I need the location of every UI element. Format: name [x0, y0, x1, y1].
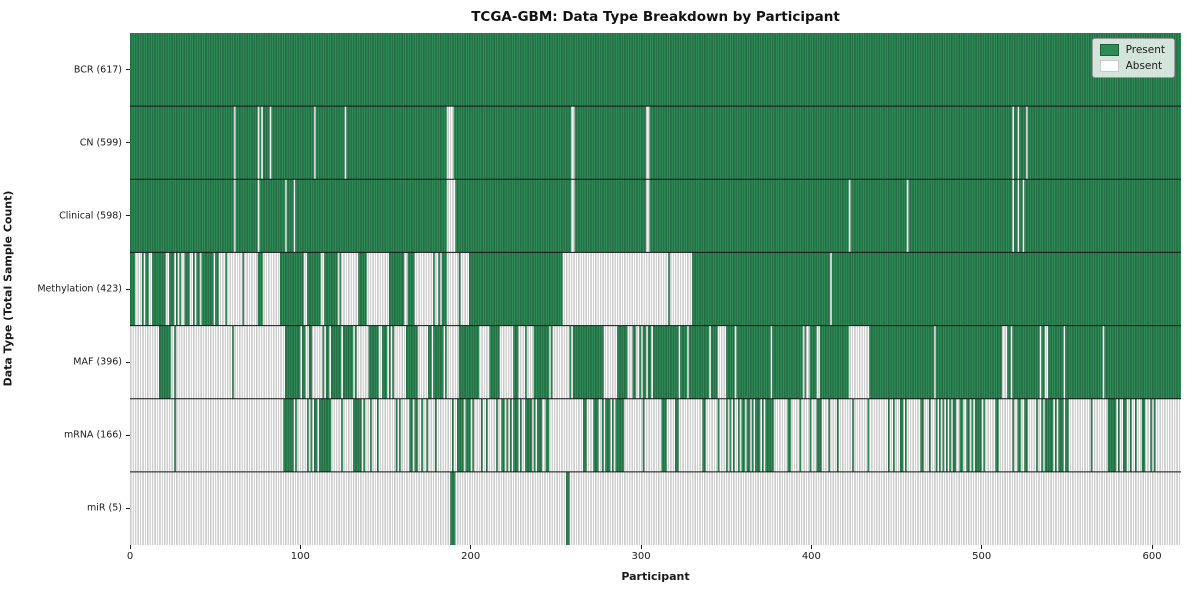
legend-label-absent: Absent — [1125, 60, 1163, 72]
x-tick-mark — [129, 545, 131, 549]
x-axis-label: Participant — [621, 570, 690, 583]
x-tick-mark — [810, 545, 812, 549]
y-tick-label-miR: miR (5) — [87, 502, 122, 514]
y-tick-label-Methylation: Methylation (423) — [37, 283, 122, 295]
x-tick-label: 100 — [290, 551, 310, 562]
absent-swatch-icon — [1099, 60, 1119, 72]
x-tick-label: 300 — [631, 551, 651, 562]
x-tick-mark — [299, 545, 301, 549]
y-axis-label: Data Type (Total Sample Count) — [1, 190, 15, 387]
y-tick-label-Clinical: Clinical (598) — [59, 210, 122, 222]
x-tick-label: 200 — [461, 551, 481, 562]
y-tick-mark — [126, 361, 130, 363]
x-tick-mark — [470, 545, 472, 549]
y-tick-label-BCR: BCR (617) — [73, 64, 122, 76]
y-tick-label-MAF: MAF (396) — [73, 356, 122, 368]
y-tick-mark — [126, 507, 130, 509]
y-tick-mark — [126, 288, 130, 290]
x-tick-label: 500 — [972, 551, 992, 562]
x-tick-mark — [1151, 545, 1153, 549]
y-tick-mark — [126, 434, 130, 436]
legend-label-present: Present — [1125, 44, 1165, 56]
x-tick-mark — [981, 545, 983, 549]
y-tick-mark — [126, 215, 130, 217]
legend-entry-present: Present — [1099, 44, 1165, 56]
y-tick-mark — [126, 69, 130, 71]
plot-area: Present Absent — [130, 33, 1181, 545]
y-tick-label-CN: CN (599) — [79, 137, 122, 149]
x-tick-label: 600 — [1142, 551, 1162, 562]
x-tick-label: 0 — [126, 551, 134, 562]
x-tick-label: 400 — [801, 551, 821, 562]
presence-matrix — [130, 33, 1181, 545]
y-tick-mark — [126, 142, 130, 144]
legend[interactable]: Present Absent — [1091, 38, 1175, 78]
legend-entry-absent: Absent — [1099, 60, 1165, 72]
present-swatch-icon — [1099, 44, 1119, 56]
y-tick-label-mRNA: mRNA (166) — [63, 429, 122, 441]
chart-title: TCGA-GBM: Data Type Breakdown by Partici… — [471, 9, 840, 25]
x-tick-mark — [640, 545, 642, 549]
